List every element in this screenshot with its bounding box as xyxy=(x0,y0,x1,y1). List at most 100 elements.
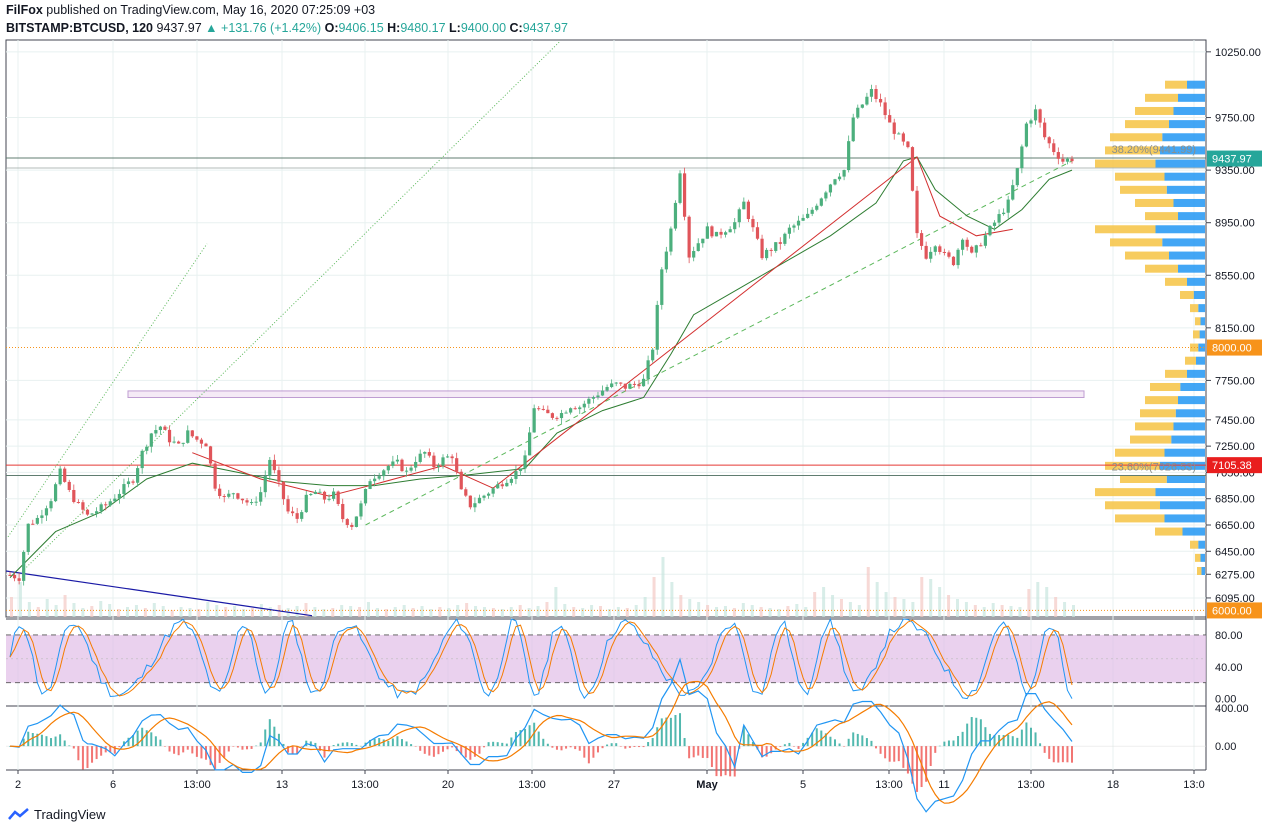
grid-lines xyxy=(5,39,1207,771)
macd-histogram-bar xyxy=(36,733,39,747)
vp-bar-yellow xyxy=(1125,251,1169,260)
low-label: L: xyxy=(449,21,461,35)
candle-body xyxy=(865,96,869,105)
candle-body xyxy=(113,498,117,502)
macd-line xyxy=(9,657,1073,813)
candle-body xyxy=(783,233,787,244)
candle-body xyxy=(728,229,732,233)
macd-histogram-bar xyxy=(113,746,116,754)
macd-histogram-bar xyxy=(460,746,463,755)
macd-histogram-bar xyxy=(27,731,30,747)
price-label-text: 7105.38 xyxy=(1212,460,1252,472)
volume-bar xyxy=(206,602,210,617)
vp-bar-blue xyxy=(1178,396,1205,405)
macd-histogram-bar xyxy=(765,746,768,757)
candle-body xyxy=(1047,137,1051,144)
macd-histogram-bar xyxy=(811,732,814,747)
vp-bar-yellow xyxy=(1190,540,1199,549)
candle-body xyxy=(910,147,915,191)
candle-body xyxy=(651,349,655,361)
vp-bar-blue xyxy=(1198,304,1205,313)
macd-histogram-bar xyxy=(679,713,682,747)
price-tick-label: 10250.00 xyxy=(1215,47,1261,59)
macd-histogram-bar xyxy=(1052,746,1055,763)
candle-body xyxy=(1029,120,1033,124)
vp-bar-blue xyxy=(1173,422,1205,431)
candle-body xyxy=(254,501,258,503)
volume-bar xyxy=(759,607,763,617)
time-label: 13:00 xyxy=(518,779,546,791)
candle-body xyxy=(12,575,17,579)
candle-body xyxy=(919,233,924,246)
macd-histogram-bar xyxy=(1025,722,1028,747)
price-tick-label: 9750.00 xyxy=(1215,113,1255,125)
macd-histogram-bar xyxy=(674,715,677,747)
vp-bar-blue xyxy=(1175,409,1205,418)
candle-body xyxy=(208,446,213,464)
vp-bar-yellow xyxy=(1190,304,1199,313)
vp-bar-blue xyxy=(1200,553,1205,562)
volume-bar xyxy=(411,608,415,617)
macd-histogram-bar xyxy=(916,746,919,792)
candle-body xyxy=(368,481,372,489)
macd-histogram-bar xyxy=(624,746,627,749)
volume-bar xyxy=(822,587,826,617)
ma-fast-line xyxy=(192,156,1013,497)
time-label: 13:00 xyxy=(1017,779,1045,791)
candle-body xyxy=(796,220,801,226)
volume-bar xyxy=(875,582,879,617)
candle-body xyxy=(195,436,199,440)
candle-body xyxy=(286,499,290,512)
candle-body xyxy=(637,384,641,387)
candle-body xyxy=(227,493,231,497)
candle-body xyxy=(391,461,395,466)
macd-histogram-bar xyxy=(660,718,663,747)
open-label: O: xyxy=(324,21,339,35)
macd-histogram-bar xyxy=(692,746,695,758)
volume-bar xyxy=(706,605,710,617)
candle-body xyxy=(245,500,249,503)
tradingview-footer[interactable]: TradingView xyxy=(8,807,106,822)
candle-body xyxy=(528,432,532,456)
macd-histogram-bar xyxy=(747,734,750,747)
candle-body xyxy=(140,450,144,469)
macd-histogram-bar xyxy=(492,741,495,747)
macd-histogram-bar xyxy=(255,745,258,747)
candle-body xyxy=(1061,158,1065,162)
channel-upper-line xyxy=(19,40,561,574)
stoch-k-line xyxy=(9,617,1073,700)
volume-bar xyxy=(884,592,888,617)
candle-body xyxy=(373,478,377,482)
volume-bar xyxy=(242,609,246,617)
macd-histogram-bar xyxy=(1007,734,1010,747)
trend-lines xyxy=(5,40,1073,617)
macd-histogram-bar xyxy=(236,746,239,748)
macd-histogram-bar xyxy=(478,746,481,754)
candle-body xyxy=(582,403,586,408)
macd-histogram-bar xyxy=(391,738,394,747)
macd-histogram-bar xyxy=(569,746,572,748)
dashed-trendline xyxy=(365,160,1073,526)
candle-body xyxy=(1070,158,1074,162)
price-label-box xyxy=(1207,150,1262,167)
volume-bar xyxy=(509,607,513,617)
macd-histogram-bar xyxy=(241,746,244,750)
candle-body xyxy=(705,226,709,239)
macd-histogram-bar xyxy=(1002,735,1005,747)
volume-bar xyxy=(393,607,397,617)
candle-body xyxy=(213,463,217,489)
macd-histogram-bar xyxy=(396,736,399,747)
volume-bar xyxy=(670,582,674,617)
volume-bar xyxy=(1009,606,1013,617)
volume-bar xyxy=(134,605,138,617)
vp-bar-blue xyxy=(1169,251,1205,260)
macd-histogram-bar xyxy=(287,746,290,753)
macd-histogram-bar xyxy=(647,742,650,747)
macd-histogram-bar xyxy=(182,746,185,753)
macd-histogram-bar xyxy=(1034,732,1037,747)
macd-histogram-bar xyxy=(1011,736,1014,747)
macd-histogram-bar xyxy=(510,737,513,747)
candle-body xyxy=(965,239,969,247)
price-tick-label: 6850.00 xyxy=(1215,494,1255,506)
